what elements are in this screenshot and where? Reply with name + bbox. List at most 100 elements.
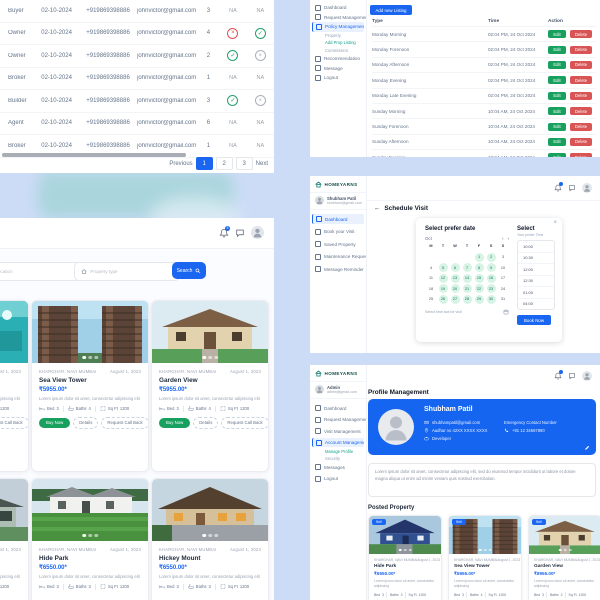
calendar-day[interactable]: 30 xyxy=(486,294,496,304)
request-callback-button[interactable]: Request Call Back xyxy=(0,416,28,429)
time-slot[interactable]: 04:00 xyxy=(518,297,554,310)
delete-button[interactable]: Delete xyxy=(570,107,592,116)
chat-icon[interactable] xyxy=(568,372,576,380)
edit-profile-icon[interactable] xyxy=(584,445,590,451)
edit-button[interactable]: Edit xyxy=(548,60,566,69)
sidebar-subitem-security[interactable]: Security xyxy=(310,455,366,463)
calendar-day[interactable]: 26 xyxy=(438,294,448,304)
sidebar-item-saved-property[interactable]: Saved Property xyxy=(310,239,366,249)
details-button[interactable]: Details xyxy=(193,416,219,429)
delete-button[interactable]: Delete xyxy=(570,153,592,157)
sidebar-subitem-property[interactable]: Property xyxy=(310,32,366,40)
edit-button[interactable]: Edit xyxy=(548,122,566,131)
buy-now-button[interactable]: Buy Now xyxy=(159,417,191,428)
sidebar-item-dashboard[interactable]: Dashboard xyxy=(310,403,366,413)
sidebar-item-message-reminder[interactable]: Message Reminder xyxy=(310,264,366,274)
property-type-input[interactable] xyxy=(74,262,180,281)
reject-icon[interactable]: × xyxy=(254,50,266,62)
search-location-field[interactable] xyxy=(0,269,75,274)
delete-button[interactable]: Delete xyxy=(570,45,592,54)
user-chip[interactable]: Shubham Patil shubham@gmail.com xyxy=(310,192,366,211)
sidebar-item-request-management[interactable]: Request Management xyxy=(310,415,366,425)
time-slot[interactable]: 10:00 xyxy=(523,243,534,249)
close-icon[interactable]: × xyxy=(553,220,557,226)
chat-icon[interactable] xyxy=(568,184,576,192)
reject-icon[interactable]: × xyxy=(227,27,239,39)
calendar-day[interactable]: 20 xyxy=(450,284,460,293)
carousel-dots[interactable] xyxy=(558,548,572,551)
calendar-day[interactable]: 29 xyxy=(474,294,484,304)
time-slot[interactable]: 12:30 xyxy=(518,274,554,287)
avatar[interactable] xyxy=(582,183,592,193)
delete-button[interactable]: Delete xyxy=(570,76,592,85)
notification-bell-icon[interactable]: 5 xyxy=(219,225,230,238)
edit-button[interactable]: Edit xyxy=(548,30,566,39)
user-chip[interactable]: Admin admin@gmail.com xyxy=(310,381,366,400)
calendar-day[interactable]: 18 xyxy=(428,286,434,291)
edit-button[interactable]: Edit xyxy=(548,137,566,146)
sidebar-subitem-manage-profile[interactable]: Manage Profile xyxy=(310,447,366,455)
calendar-day[interactable]: 27 xyxy=(450,294,460,304)
edit-button[interactable]: Edit xyxy=(548,91,566,100)
calendar-day[interactable]: 8 xyxy=(474,263,484,272)
edit-button[interactable]: Edit xyxy=(548,45,566,54)
sidebar-item-message[interactable]: Message xyxy=(310,64,366,74)
time-slot[interactable]: 01:00 xyxy=(518,286,554,298)
sidebar-item-visit-management[interactable]: Visit Management xyxy=(310,426,366,436)
delete-button[interactable]: Delete xyxy=(570,91,592,100)
request-callback-button[interactable]: Request Call Back xyxy=(221,416,268,429)
posted-property-card[interactable]: Sell KHARGHAR, NAVI MUMBAI August 1, 2023… xyxy=(368,515,442,600)
sidebar-item-policy-management[interactable]: Policy Management xyxy=(312,22,364,32)
details-button[interactable]: Details xyxy=(73,416,99,429)
carousel-dots[interactable] xyxy=(202,533,218,537)
carousel-dots[interactable] xyxy=(398,548,412,551)
sidebar-item-dashboard[interactable]: Dashboard xyxy=(310,3,366,13)
posted-property-card[interactable]: Sell KHARGHAR, NAVI MUMBAI August 1, 2023… xyxy=(448,515,522,600)
calendar-day[interactable]: 22 xyxy=(474,284,484,293)
calendar-day[interactable]: 19 xyxy=(438,284,448,293)
pagination-previous[interactable]: Previous xyxy=(169,160,193,167)
pagination-page-3[interactable]: 3 xyxy=(235,157,253,170)
horizontal-scrollbar[interactable] xyxy=(2,153,186,157)
sidebar-item-account-management[interactable]: Account Management xyxy=(312,437,364,448)
notification-bell-icon[interactable] xyxy=(554,370,563,380)
approve-icon[interactable]: ✓ xyxy=(227,50,239,62)
pagination-page-2[interactable]: 2 xyxy=(215,157,233,170)
calendar-day[interactable]: 13 xyxy=(450,273,460,283)
add-new-listing-button[interactable]: Add new Listing xyxy=(370,5,412,15)
calendar-day[interactable]: 21 xyxy=(462,284,472,293)
calendar-day[interactable]: 31 xyxy=(500,297,506,301)
property-card[interactable]: KHARGHAR, NAVI MUMBAI August 1, 2023 Hick… xyxy=(151,478,269,600)
sidebar-subitem-add-prop-listing[interactable]: Add Prop Listing xyxy=(310,39,366,47)
calendar-day[interactable]: 5 xyxy=(438,263,448,272)
edit-button[interactable]: Edit xyxy=(548,76,566,85)
calendar-prev-icon[interactable]: ‹ xyxy=(502,236,504,241)
sidebar-item-dashboard[interactable]: Dashboard xyxy=(312,214,364,224)
sidebar-item-book-your-visit[interactable]: Book your Visit xyxy=(310,227,366,237)
calendar-day[interactable]: 23 xyxy=(486,284,496,293)
search-location-input[interactable] xyxy=(0,262,82,281)
carousel-dots[interactable] xyxy=(82,533,98,537)
reject-icon[interactable]: × xyxy=(254,95,266,107)
property-card[interactable]: KHARGHAR, NAVI MUMBAI August 1, 2023 Gard… xyxy=(151,300,269,472)
time-slot[interactable]: 10:30 xyxy=(518,251,554,264)
carousel-dots[interactable] xyxy=(478,548,492,551)
calendar-day[interactable]: 6 xyxy=(450,263,460,272)
avatar[interactable] xyxy=(251,226,264,239)
calendar-day[interactable]: 16 xyxy=(486,273,496,283)
notification-bell-icon[interactable] xyxy=(554,182,563,192)
posted-property-card[interactable]: Sell KHARGHAR, NAVI MUMBAI August 1, 2023… xyxy=(528,515,600,600)
sidebar-item-recommendation[interactable]: Recommendation xyxy=(310,54,366,64)
back-arrow-icon[interactable]: ← xyxy=(374,205,381,212)
calendar-day[interactable]: 11 xyxy=(429,276,433,280)
sidebar-subitem-commission[interactable]: Commission xyxy=(310,47,366,55)
avatar[interactable] xyxy=(582,371,592,381)
book-now-button[interactable]: Book Now xyxy=(517,315,551,325)
approve-icon[interactable]: ✓ xyxy=(227,95,239,107)
sidebar-item-request-management[interactable]: Request Management xyxy=(310,13,366,23)
calendar-day[interactable]: 4 xyxy=(429,265,433,270)
calendar-day[interactable]: 15 xyxy=(474,273,484,283)
calendar-day[interactable]: 12 xyxy=(438,273,448,283)
calendar-day[interactable]: 9 xyxy=(486,263,496,272)
calendar-day[interactable]: 25 xyxy=(428,297,434,301)
